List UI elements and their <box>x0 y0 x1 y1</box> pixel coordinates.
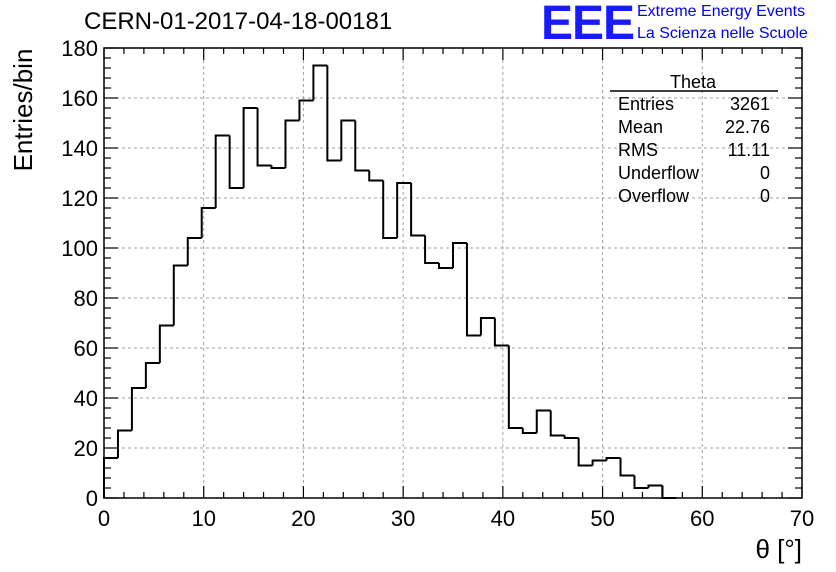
histogram-bin <box>144 362 160 388</box>
x-tick-label: 60 <box>690 506 714 531</box>
y-tick-label: 120 <box>61 186 98 211</box>
x-tick-label: 0 <box>98 506 110 531</box>
histogram-bin <box>535 409 551 433</box>
histogram-bin <box>661 485 677 499</box>
y-tick-label: 40 <box>74 386 98 411</box>
y-tick-label: 80 <box>74 286 98 311</box>
histogram-layer <box>103 64 677 499</box>
stats-box: Theta Entries 3261 Mean 22.76 RMS 11.11 … <box>610 72 778 206</box>
histogram-bin <box>368 170 384 182</box>
stats-rms-label: RMS <box>618 140 658 160</box>
y-tick-label: 20 <box>74 436 98 461</box>
y-tick-label: 160 <box>61 86 98 111</box>
histogram-bin <box>256 108 272 167</box>
histogram-bin <box>577 438 593 467</box>
plot-frame <box>103 47 803 499</box>
histogram-bin <box>563 435 579 439</box>
histogram-bin <box>591 459 607 466</box>
x-tick-label: 20 <box>291 506 315 531</box>
histogram-bin <box>298 99 314 121</box>
y-tick-label: 60 <box>74 336 98 361</box>
histogram-bin <box>465 243 481 337</box>
x-tick-label: 30 <box>391 506 415 531</box>
histogram-bin <box>410 183 426 237</box>
histogram-bin <box>326 65 342 162</box>
axes-layer <box>103 47 803 499</box>
stats-mean-value: 22.76 <box>725 117 770 137</box>
stats-mean-label: Mean <box>618 117 663 137</box>
stats-rms-value: 11.11 <box>728 140 770 160</box>
histogram-bin <box>633 475 649 489</box>
x-tick-label: 40 <box>491 506 515 531</box>
histogram-bin <box>521 428 537 434</box>
histogram-bin <box>312 64 328 101</box>
histogram-bin <box>354 120 370 172</box>
stats-entries-label: Entries <box>618 94 674 114</box>
x-tick-label: 70 <box>790 506 814 531</box>
stats-underflow-label: Underflow <box>618 163 700 183</box>
histogram-bin <box>228 135 244 189</box>
y-tick-label: 180 <box>61 36 98 61</box>
grid-layer <box>104 48 802 498</box>
histogram-bin <box>340 119 356 161</box>
histogram-bin <box>452 242 467 268</box>
histogram-bin <box>396 182 412 238</box>
x-tick-label: 50 <box>590 506 614 531</box>
y-tick-label: 0 <box>86 486 98 511</box>
eee-logo: EEE <box>541 0 635 50</box>
histogram-bin <box>507 345 523 429</box>
histogram-bin <box>172 264 188 326</box>
stats-overflow-label: Overflow <box>618 186 690 206</box>
histogram-bin <box>605 457 621 461</box>
histogram-bin <box>424 235 440 264</box>
labels-layer: 0 10 20 30 40 50 60 70 0 20 40 60 80 100 120 140 160 180 <box>61 36 814 531</box>
y-tick-label: 140 <box>61 136 98 161</box>
stats-overflow-value: 0 <box>760 186 770 206</box>
histogram-bin <box>438 263 453 269</box>
histogram-bin <box>186 237 202 266</box>
y-axis-title: Entries/bin <box>8 49 38 172</box>
plot-title: CERN-01-2017-04-18-00181 <box>84 8 393 35</box>
histogram-bin <box>116 429 132 458</box>
histogram-bin <box>130 387 146 431</box>
y-tick-label: 100 <box>61 236 98 261</box>
stats-entries-value: 3261 <box>730 94 770 114</box>
histogram-bin <box>284 119 300 168</box>
histogram-bin <box>493 318 509 347</box>
x-axis-title: θ [°] <box>755 534 802 564</box>
histogram-bin <box>647 484 663 488</box>
histogram-bin <box>270 165 286 169</box>
stats-underflow-value: 0 <box>760 163 770 183</box>
histogram-bin <box>214 134 230 208</box>
histogram-bin <box>158 324 174 363</box>
histogram-bin <box>479 317 495 336</box>
histogram-bin <box>242 107 258 188</box>
histogram-bin <box>382 180 398 239</box>
logo-text-line-2: La Scienza nelle Scuole <box>637 25 808 42</box>
logo-text-line-1: Extreme Energy Events <box>637 3 806 20</box>
stats-title: Theta <box>670 72 717 92</box>
histogram-bin <box>619 458 635 477</box>
x-tick-label: 10 <box>191 506 215 531</box>
histogram-bin <box>200 207 216 238</box>
histogram-bin <box>549 410 565 437</box>
